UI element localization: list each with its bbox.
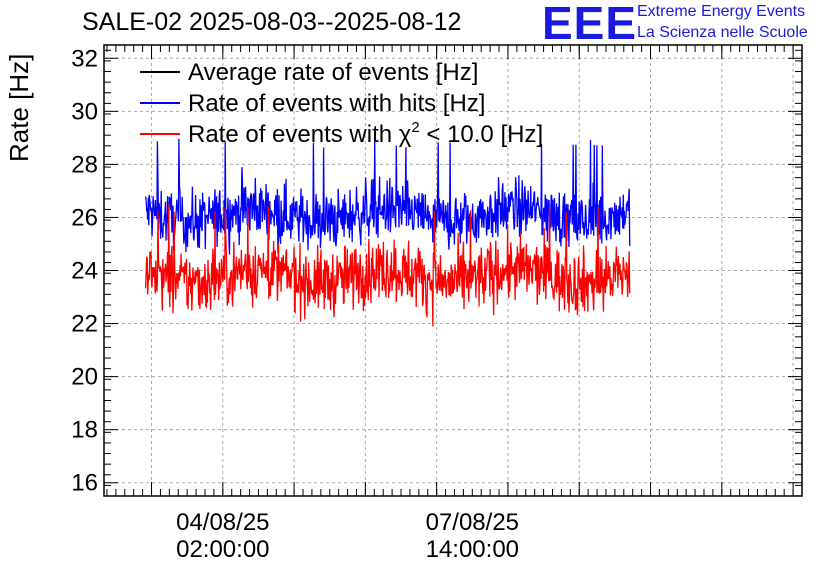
y-tick-label: 28 <box>71 151 98 178</box>
plot-frame <box>103 44 803 497</box>
x-tick-label-time: 02:00:00 <box>176 536 269 563</box>
logo-line-1: Extreme Energy Events <box>637 3 806 20</box>
series-line-hits <box>144 138 631 255</box>
legend-label-chi2: Rate of events with χ2 < 10.0 [Hz] <box>188 119 543 148</box>
x-tick-label-date: 04/08/25 <box>176 509 269 536</box>
legend-chi2-prefix: Rate of events with χ <box>188 121 412 148</box>
x-tick-label-date: 07/08/25 <box>426 509 519 536</box>
eee-logo: EEE <box>542 0 638 49</box>
y-tick-label: 26 <box>71 204 98 231</box>
legend-label-average: Average rate of events [Hz] <box>188 59 478 86</box>
series-layer <box>144 138 631 327</box>
legend-chi2-sup: 2 <box>411 119 419 136</box>
x-tick-label-time: 14:00:00 <box>426 536 519 563</box>
y-tick-label: 32 <box>71 45 98 72</box>
y-tick-label: 16 <box>71 470 98 497</box>
logo-line-2: La Scienza nelle Scuole <box>637 24 808 41</box>
y-tick-label: 24 <box>71 258 98 285</box>
legend-chi2-suffix: < 10.0 [Hz] <box>420 121 543 148</box>
y-tick-label: 18 <box>71 417 98 444</box>
legend-label-hits: Rate of events with hits [Hz] <box>188 90 485 117</box>
y-tick-label: 22 <box>71 311 98 338</box>
series-line-chi2 <box>144 204 631 327</box>
chart-title: SALE-02 2025-08-03--2025-08-12 <box>82 8 462 36</box>
legend: Average rate of events [Hz] Rate of even… <box>140 59 543 148</box>
y-tick-label: 30 <box>71 98 98 125</box>
y-tick-label: 20 <box>71 364 98 391</box>
